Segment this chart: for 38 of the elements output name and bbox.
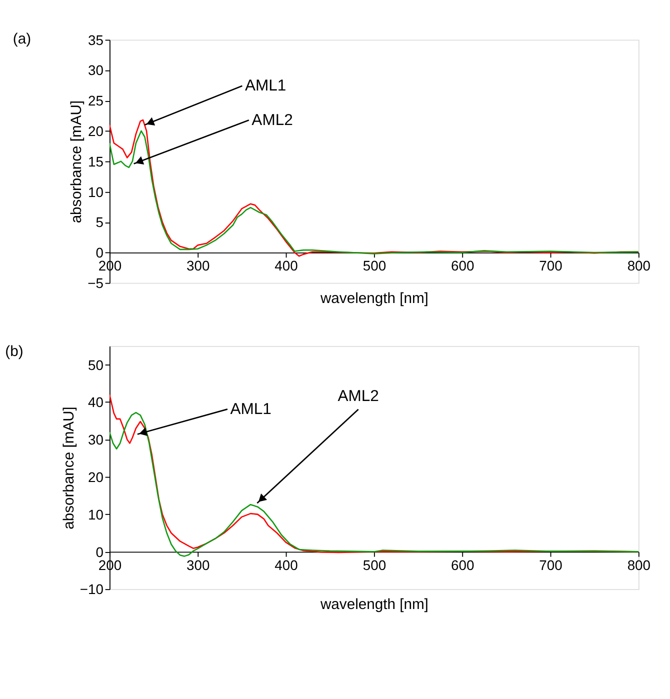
y-tick-label: −10 [80,581,104,598]
chart-title: (a) [12,31,32,48]
y-tick-label: 5 [96,214,104,230]
annotation: AML2 [252,112,293,129]
y-tick-label: −5 [88,274,104,291]
x-axis-title: wavelength [nm] [319,597,428,614]
x-tick-label: 300 [186,258,210,274]
x-tick-label: 300 [186,556,210,573]
x-tick-label: 400 [274,258,298,274]
y-tick-label: 40 [88,394,104,410]
y-axis-title: absorbance [mAU] [69,100,86,224]
y-tick-label: 35 [88,32,104,48]
x-tick-label: 800 [627,258,651,274]
y-axis-title: absorbance [mAU] [61,406,78,530]
annotation: AML1 [244,78,286,95]
x-tick-label: 600 [450,258,474,274]
y-tick-label: 10 [88,184,104,200]
y-tick-label: 50 [88,356,104,373]
x-tick-label: 600 [450,556,474,573]
x-tick-label: 700 [539,258,563,274]
chart-title: (b) [5,344,24,360]
y-tick-label: 20 [88,123,104,140]
y-tick-label: 0 [96,544,104,560]
x-tick-label: 400 [274,556,298,573]
x-tick-label: 500 [362,556,386,573]
x-tick-label: 700 [539,556,563,573]
x-tick-label: 800 [627,556,651,573]
y-tick-label: 20 [88,469,104,486]
x-tick-label: 500 [362,258,386,274]
y-tick-label: 15 [88,153,104,170]
annotation: AML1 [230,400,272,418]
y-tick-label: 30 [88,432,104,448]
x-axis-title: wavelength [nm] [319,290,428,307]
y-tick-label: 25 [88,92,104,109]
annotation: AML2 [338,388,379,406]
y-tick-label: 0 [96,244,104,261]
y-tick-label: 30 [88,62,104,78]
y-tick-label: 10 [88,506,104,522]
